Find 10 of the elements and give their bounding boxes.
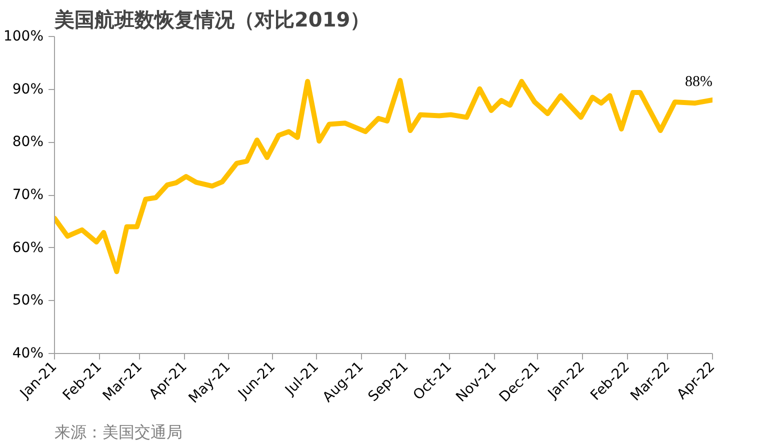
y-tick-label: 40% <box>12 346 44 362</box>
data-label: 88% <box>685 74 713 90</box>
y-tick-label: 100% <box>3 28 44 44</box>
chart-title: 美国航班数恢复情况（对比2019） <box>54 8 370 32</box>
y-tick-label: 50% <box>12 292 44 309</box>
y-tick-label: 90% <box>12 81 44 98</box>
y-tick-label: 70% <box>12 187 44 203</box>
y-tick-label: 60% <box>12 240 44 256</box>
source-note: 来源：美国交通局 <box>54 422 182 442</box>
y-tick-label: 80% <box>12 134 44 150</box>
